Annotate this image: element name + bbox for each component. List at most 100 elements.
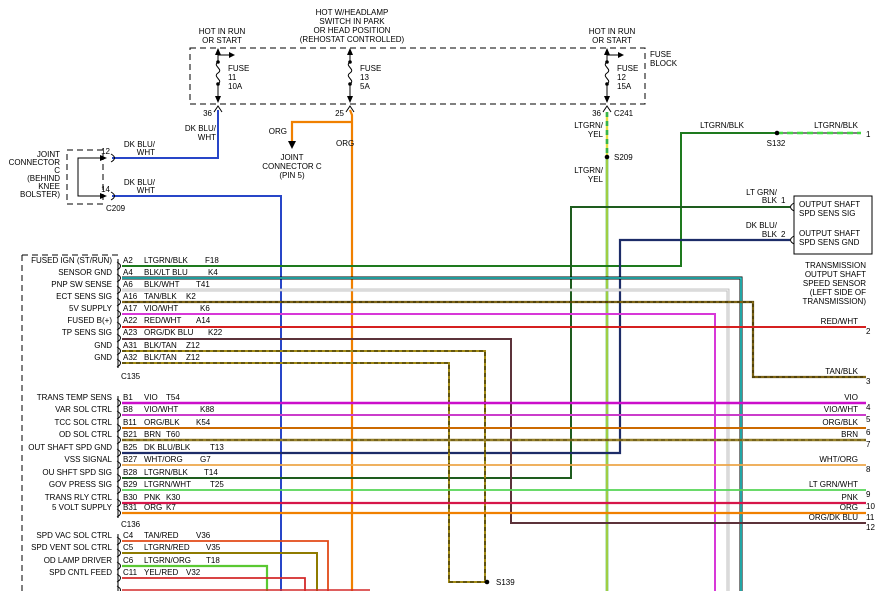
pin-function-label: SPD VAC SOL CTRL [36,531,112,540]
pin-id: B29 [123,480,138,489]
pin-id: C6 [123,556,134,565]
connector-c209-label: C209 [106,204,126,213]
pin-function-label: TRANS TEMP SENS [37,393,112,402]
pin-function-label: TRANS RLY CTRL [45,493,113,502]
wire-label-dkblublk-gnd: BLK [762,230,778,239]
edge-wire-label: PNK [842,493,859,502]
wire-color: VIO [144,393,158,402]
sensor-pin-1: 1 [781,196,786,205]
pin-function-label: OU SHFT SPD SIG [42,468,112,477]
fuse-11-symbol [215,48,235,103]
pin-id: B30 [123,493,138,502]
wire-color: VIO/WHT [144,304,178,313]
circuit-id: K7 [166,503,176,512]
wire-label-dkblublk-gnd: DK BLU/ [746,221,778,230]
edge-wire-label: RED/WHT [821,317,858,326]
pin-id: A23 [123,328,138,337]
pin-id: B31 [123,503,138,512]
connector-b-rows: TRANS TEMP SENS B1 VIO T54 VAR SOL CTRL … [28,393,224,512]
wire-b25-dkblublk [122,238,790,455]
wire-label-ltgrnblk-dash: LTGRN/BLK [814,121,859,130]
joint-connector-c-pin5-label: CONNECTOR C [262,162,322,171]
pin-id: A31 [123,341,138,350]
pin-14-label: 14 [101,185,110,194]
wire-org-main [348,109,354,591]
joint-connector-c209-outline [66,149,104,205]
right-edge-pins: RED/WHT 2 TAN/BLK 3 VIO 4 VIO/WHT 5 ORG/… [809,317,876,532]
edge-pin-num: 8 [866,465,871,474]
edge-pin-num: 9 [866,490,871,499]
pin-hooks [116,261,121,591]
edge-pin-num: 7 [866,440,871,449]
fuse-12-label: FUSE [617,64,638,73]
wire-c6-ltgrnorg [122,564,269,591]
fuse-13-symbol [347,48,353,103]
edge-wire-label: LT GRN/WHT [809,480,858,489]
pin-id: B8 [123,405,133,414]
circuit-id: G7 [200,455,211,464]
circuit-id: K54 [196,418,211,427]
sensor-sig-label: SPD SENS SIG [799,209,855,218]
wire-color: LTGRN/BLK [144,468,189,477]
pin-function-label: GND [94,341,112,350]
circuit-id: K2 [186,292,196,301]
circuit-id: K22 [208,328,223,337]
connector-a-rows: FUSED IGN (ST/RUN) A2 LTGRN/BLK F18 SENS… [31,256,223,362]
circuit-id: T54 [166,393,180,402]
joint-connector-bus [77,157,100,197]
wire-dkbluwht-pin14 [112,195,282,591]
wire-label-ltgrnyel-upper: YEL [588,130,604,139]
sensor-pin-1-hook [790,202,795,212]
pin-36-right: 36 [592,109,601,118]
pin-id: B28 [123,468,138,477]
wire-label-ltgrnblk-sig: BLK [762,196,778,205]
wire-a23-orgdkblu [122,338,866,524]
edge-wire-label: TAN/BLK [825,367,858,376]
wire-color: LTGRN/RED [144,543,190,552]
headlamp-feed-label: SWITCH IN PARK [319,17,385,26]
circuit-id: K88 [200,405,215,414]
wire-a4-blkltblu [122,277,742,591]
splice-s209-dot [604,154,610,160]
pin-id: C4 [123,531,134,540]
splice-s132-label: S132 [767,139,786,148]
edge-pin-num: 12 [866,523,875,532]
pin-function-label: GND [94,353,112,362]
pin-id: A6 [123,280,133,289]
fuse-block-outline [189,47,646,105]
pin-36-left-mark [213,105,223,113]
sensor-gnd-label: SPD SENS GND [799,238,860,247]
wire-color: BLK/LT BLU [144,268,188,277]
circuit-id: V36 [196,531,211,540]
hot-in-run-right: OR START [592,36,632,45]
circuit-id: T14 [204,468,218,477]
circuit-id: F18 [205,256,219,265]
pin-function-label: 5 VOLT SUPPLY [52,503,113,512]
pin-36-right-mark [602,105,612,113]
pin-function-label: 5V SUPPLY [69,304,113,313]
jc209-name: (BEHIND [27,174,60,183]
wire-label-dkbluwht: WHT [198,133,216,142]
wire-label-ltgrnblk-solid: LTGRN/BLK [700,121,745,130]
edge-wire-label: VIO/WHT [824,405,858,414]
pin-function-label: FUSED B(+) [67,316,112,325]
wire-color: VIO/WHT [144,405,178,414]
pin-id: B11 [123,418,137,427]
pin-12-hook [110,153,115,163]
hot-in-run-left: OR START [202,36,242,45]
jc209-name: C [54,166,60,175]
wire-org-branch [290,120,352,141]
fuse-12-number: 12 [617,73,626,82]
hot-in-run-left: HOT IN RUN [199,27,246,36]
pin-id: A17 [123,304,138,313]
splice-s139-label: S139 [496,578,515,587]
wire-a16-tan-trace [122,301,866,378]
sensor-caption: (LEFT SIDE OF [810,288,866,297]
wire-a2-ltgrnblk [122,132,777,267]
sensor-box [793,195,873,255]
pin-12-label: 12 [101,147,110,156]
fuse-11-amps: 10A [228,82,243,91]
wire-label-pin14: WHT [137,186,155,195]
